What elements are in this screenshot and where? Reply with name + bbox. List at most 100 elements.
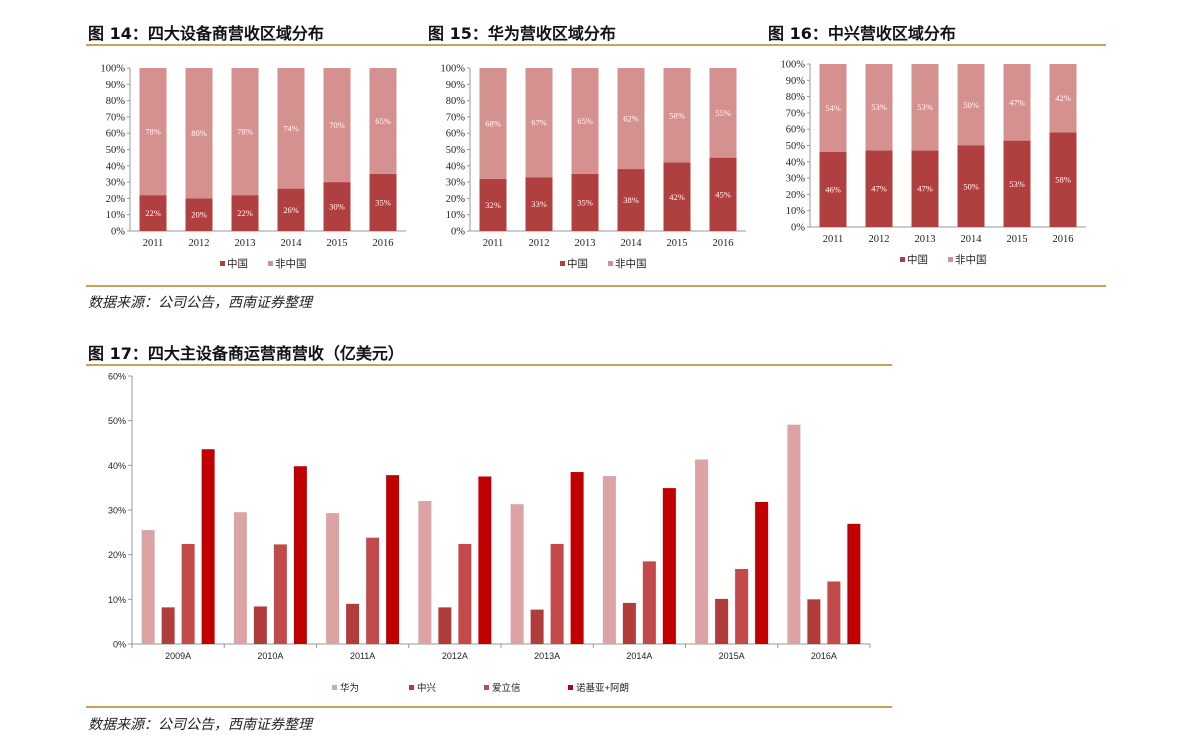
fig17-legend-swatch-huawei [332, 685, 337, 690]
fig16-y-tick-label: 10% [786, 206, 806, 217]
fig17-legend-swatch-nokia [568, 685, 573, 690]
fig17-x-tick-label: 2009A [165, 651, 191, 661]
fig17-rule [86, 364, 892, 366]
fig14-y-tick-label: 50% [106, 145, 126, 156]
fig15-y-tick-label: 40% [446, 161, 466, 172]
fig17-bar-ericsson [827, 581, 841, 644]
fig17-bar-huawei [418, 501, 432, 644]
fig17-title: 图 17：四大主设备商运营商营收（亿美元） [88, 344, 404, 363]
fig15-x-tick-label: 2016 [713, 238, 734, 249]
fig16-data-label: 47% [1009, 97, 1025, 107]
fig16-bar-china [1049, 132, 1077, 227]
fig15-x-tick-label: 2013 [575, 238, 596, 249]
fig17-x-tick-label: 2012A [442, 651, 468, 661]
fig15-data-label: 33% [531, 199, 547, 209]
fig16-bar-china [911, 150, 939, 227]
fig14-data-label: 22% [145, 208, 161, 218]
fig16-y-tick-label: 40% [786, 157, 806, 168]
fig15-legend-swatch-china [560, 261, 565, 266]
fig14-data-label: 80% [191, 128, 207, 138]
fig14-data-label: 30% [329, 202, 345, 212]
fig16-bar-china [819, 152, 847, 227]
fig15-data-label: 62% [623, 114, 639, 124]
fig14-bar-china [139, 195, 167, 231]
fig17-x-tick-label: 2016A [811, 651, 837, 661]
fig14-bar-china [323, 182, 351, 231]
fig17-bar-ericsson [458, 543, 472, 644]
fig17-x-tick-label: 2014A [626, 651, 652, 661]
fig15-data-label: 58% [669, 110, 685, 120]
fig15-legend-china: 中国 [567, 257, 588, 270]
fig17-bar-zte [715, 598, 729, 644]
fig17-y-tick-label: 30% [108, 506, 126, 516]
fig14-y-tick-label: 20% [106, 194, 126, 205]
fig14-bar-china [231, 195, 259, 231]
fig16-y-tick-label: 50% [786, 141, 806, 152]
fig17-y-tick-label: 50% [108, 416, 126, 426]
fig16-data-label: 46% [825, 185, 841, 195]
fig15-data-label: 67% [531, 118, 547, 128]
fig17-bar-nokia [570, 472, 584, 644]
fig14-y-tick-label: 80% [106, 96, 126, 107]
fig15-bar-china [617, 169, 645, 231]
fig14-y-tick-label: 0% [111, 227, 125, 238]
fig15-title: 图 15：华为营收区域分布 [428, 24, 616, 43]
fig17-bar-huawei [141, 530, 155, 644]
fig14-data-label: 78% [145, 127, 161, 137]
fig15-data-label: 35% [577, 197, 593, 207]
fig15-y-tick-label: 50% [446, 145, 466, 156]
fig14-legend-china: 中国 [227, 257, 248, 270]
fig16-data-label: 50% [963, 181, 979, 191]
fig17-y-tick-label: 40% [108, 461, 126, 471]
fig15-x-tick-label: 2012 [529, 238, 550, 249]
fig16-data-label: 47% [871, 184, 887, 194]
fig17-x-tick-label: 2013A [534, 651, 560, 661]
fig16-bar-nonchina [1003, 64, 1031, 141]
fig16-x-tick-label: 2011 [823, 234, 844, 245]
fig14-data-label: 35% [375, 197, 391, 207]
fig17-bar-zte [438, 607, 452, 644]
fig14-x-tick-label: 2011 [143, 238, 164, 249]
fig16-bar-nonchina [957, 64, 985, 146]
fig15-y-tick-label: 10% [446, 210, 466, 221]
fig14-legend-swatch-nonchina [268, 261, 273, 266]
fig14-data-label: 70% [329, 120, 345, 130]
source-bottom: 数据来源：公司公告，西南证券整理 [88, 717, 312, 733]
top-rule [86, 44, 1106, 46]
fig17-bar-huawei [510, 504, 524, 644]
fig14-y-tick-label: 30% [106, 178, 126, 189]
fig14-legend-swatch-china [220, 261, 225, 266]
fig15-x-tick-label: 2011 [483, 238, 504, 249]
fig14-bar-china [185, 198, 213, 231]
fig14-title: 图 14：四大设备商营收区域分布 [88, 24, 324, 43]
fig16-legend-swatch-china [900, 257, 905, 262]
fig14-data-label: 26% [283, 205, 299, 215]
fig16-y-tick-label: 90% [786, 76, 806, 87]
fig16-data-label: 53% [917, 102, 933, 112]
fig17-bar-huawei [787, 424, 801, 644]
fig16-legend-china: 中国 [907, 253, 928, 266]
fig14-bar-china [277, 188, 305, 231]
fig15-y-tick-label: 30% [446, 178, 466, 189]
fig16-y-tick-label: 80% [786, 92, 806, 103]
fig14-bar-nonchina [185, 68, 213, 199]
fig14-data-label: 74% [283, 123, 299, 133]
fig17-bar-huawei [326, 513, 340, 644]
fig15-y-tick-label: 90% [446, 80, 466, 91]
fig17-bar-nokia [201, 449, 215, 644]
fig15-x-tick-label: 2014 [621, 238, 643, 249]
fig16-x-tick-label: 2016 [1053, 234, 1074, 245]
fig15-bar-china [709, 157, 737, 231]
fig14-y-tick-label: 90% [106, 80, 126, 91]
fig15-data-label: 65% [577, 116, 593, 126]
fig17-bar-nokia [478, 476, 492, 644]
fig14-data-label: 22% [237, 208, 253, 218]
fig14-bar-china [369, 173, 397, 231]
fig14-y-tick-label: 100% [101, 64, 126, 75]
fig17-bar-huawei [233, 512, 247, 644]
fig14-x-tick-label: 2014 [281, 238, 303, 249]
fig14-bar-nonchina [277, 68, 305, 189]
fig17-bar-ericsson [273, 544, 287, 644]
fig16-bar-china [865, 150, 893, 227]
fig17-bar-zte [346, 603, 360, 644]
